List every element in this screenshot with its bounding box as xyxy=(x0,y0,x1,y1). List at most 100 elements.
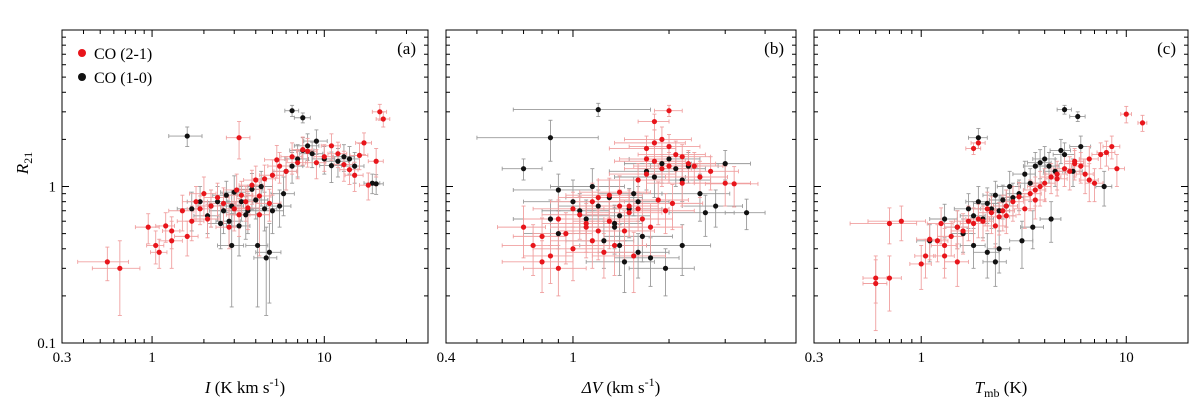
point-co10 xyxy=(1048,216,1054,222)
errorbar-co10 xyxy=(476,119,599,162)
x-axis-label: Tmb (K) xyxy=(975,378,1028,400)
errorbar-co21 xyxy=(628,134,701,162)
point-co10 xyxy=(570,199,576,205)
point-co21 xyxy=(617,203,623,209)
point-co21 xyxy=(1061,166,1068,172)
point-co21 xyxy=(970,145,977,152)
point-co21 xyxy=(193,199,199,205)
errorbar-co10 xyxy=(646,224,712,276)
point-co21 xyxy=(1000,208,1006,214)
point-co21 xyxy=(530,242,536,249)
point-co21 xyxy=(1037,183,1043,190)
panel-a-label: (a) xyxy=(397,39,416,58)
point-co10 xyxy=(1046,163,1052,169)
point-co21 xyxy=(356,152,363,159)
point-co10 xyxy=(309,151,315,157)
point-co21 xyxy=(243,199,249,205)
point-co10 xyxy=(218,220,224,227)
point-co21 xyxy=(269,172,276,178)
panel-1: 0.3 1 10 0.1 1 I (K km s-1) (a) CO (2-1) CO (1-0… xyxy=(37,29,429,397)
point-co21 xyxy=(234,187,240,193)
x-tick-label: 1 xyxy=(917,350,925,366)
point-co10 xyxy=(617,242,623,249)
point-co21 xyxy=(626,210,632,216)
point-co10 xyxy=(984,200,990,206)
point-co21 xyxy=(335,151,341,157)
point-co21 xyxy=(639,216,645,222)
point-co21 xyxy=(731,181,737,187)
errorbar-co21 xyxy=(624,126,692,156)
point-co10 xyxy=(266,249,272,255)
point-co10 xyxy=(352,163,358,169)
x-axis-label: I (K km s-1) xyxy=(204,375,285,397)
point-co21 xyxy=(361,140,367,146)
point-co10 xyxy=(258,183,264,190)
point-co21 xyxy=(635,177,641,183)
errorbar-co10 xyxy=(1039,201,1062,243)
point-co10 xyxy=(611,220,618,227)
point-co21 xyxy=(651,118,658,125)
errorbar-co21 xyxy=(944,243,969,287)
point-co21 xyxy=(276,163,283,169)
errorbar-co21 xyxy=(849,207,918,245)
point-co21 xyxy=(611,242,618,249)
point-co21 xyxy=(380,116,386,122)
x-axis-label-symbol: T xyxy=(975,378,986,397)
point-co10 xyxy=(229,242,235,249)
point-co21 xyxy=(220,200,227,206)
point-co10 xyxy=(996,246,1002,252)
x-axis-label-close: ) xyxy=(280,378,286,397)
point-co21 xyxy=(249,182,255,188)
point-co10 xyxy=(236,223,242,229)
point-co10 xyxy=(1075,113,1081,120)
point-co10 xyxy=(639,233,645,239)
point-co21 xyxy=(722,180,728,186)
point-co10 xyxy=(1042,156,1048,162)
point-co10 xyxy=(702,210,708,216)
point-co21 xyxy=(975,216,981,222)
point-co21 xyxy=(643,156,650,162)
plot-area xyxy=(849,104,1148,332)
point-co21 xyxy=(266,200,272,206)
point-co10 xyxy=(992,192,998,198)
point-co21 xyxy=(1032,197,1038,203)
errorbar-co10 xyxy=(668,194,735,237)
point-co21 xyxy=(669,200,676,206)
point-co10 xyxy=(223,192,229,198)
point-co21 xyxy=(321,154,327,160)
point-co10 xyxy=(992,259,998,265)
point-co10 xyxy=(1010,194,1016,201)
point-co10 xyxy=(659,161,665,167)
errorbar-co21 xyxy=(591,231,666,294)
point-co21 xyxy=(208,203,214,209)
errorbar-co21 xyxy=(501,240,574,294)
x-tick-label: 10 xyxy=(1119,350,1134,366)
point-co21 xyxy=(643,171,650,177)
point-co10 xyxy=(611,224,618,230)
legend-label-co10: CO (1-0) xyxy=(94,70,152,87)
panel-b-label: (b) xyxy=(764,39,784,58)
point-co21 xyxy=(708,168,714,174)
point-co21 xyxy=(236,212,242,218)
point-co21 xyxy=(984,206,990,212)
point-co21 xyxy=(1048,174,1054,180)
point-co21 xyxy=(341,162,347,168)
point-co10 xyxy=(595,107,601,113)
point-co10 xyxy=(289,108,295,114)
point-co10 xyxy=(988,206,995,212)
point-co10 xyxy=(1027,180,1033,186)
point-co21 xyxy=(1139,120,1146,126)
point-co21 xyxy=(236,135,242,141)
x-axis-label-close: ) xyxy=(655,378,661,397)
point-co10 xyxy=(197,199,203,205)
errorbar-co21 xyxy=(633,184,704,231)
point-co10 xyxy=(577,208,583,214)
point-co21 xyxy=(226,224,232,230)
point-co21 xyxy=(352,172,358,178)
point-co21 xyxy=(563,231,569,237)
point-co10 xyxy=(555,187,561,193)
point-co21 xyxy=(539,259,545,265)
point-co21 xyxy=(886,220,893,227)
point-co21 xyxy=(238,192,244,198)
